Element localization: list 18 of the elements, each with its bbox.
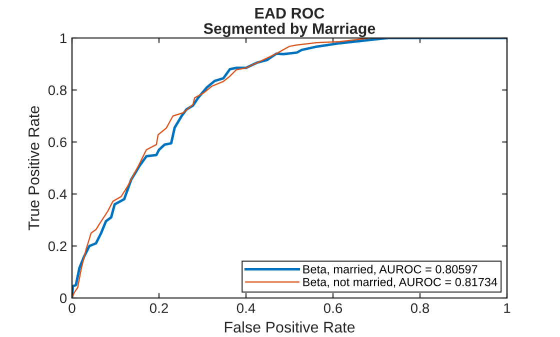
y-tick-label: 0.8 — [48, 85, 67, 96]
y-tick-label: 0 — [60, 293, 67, 304]
x-tick-label: 0.4 — [236, 303, 256, 314]
x-axis-title: False Positive Rate — [224, 321, 355, 333]
y-tick-label: 0.2 — [48, 241, 66, 252]
x-tick-label: 0.6 — [324, 303, 342, 314]
legend-label: Beta, not married, AUROC = 0.81734 — [303, 278, 498, 288]
legend-label: Beta, married, AUROC = 0.80597 — [303, 264, 478, 275]
x-tick-label: 0.2 — [150, 303, 168, 314]
x-tick-label: 1 — [504, 303, 510, 313]
y-axis-title: True Positive Rate — [28, 106, 40, 230]
chart-title: EAD ROC — [255, 8, 324, 19]
y-tick-label: 0.6 — [48, 137, 67, 148]
x-tick-label: 0.8 — [410, 303, 430, 314]
chart-subtitle: Segmented by Marriage — [204, 22, 376, 38]
x-tick-label: 0 — [68, 303, 76, 314]
y-tick-label: 1 — [60, 33, 66, 44]
y-tick-label: 0.4 — [48, 189, 67, 200]
